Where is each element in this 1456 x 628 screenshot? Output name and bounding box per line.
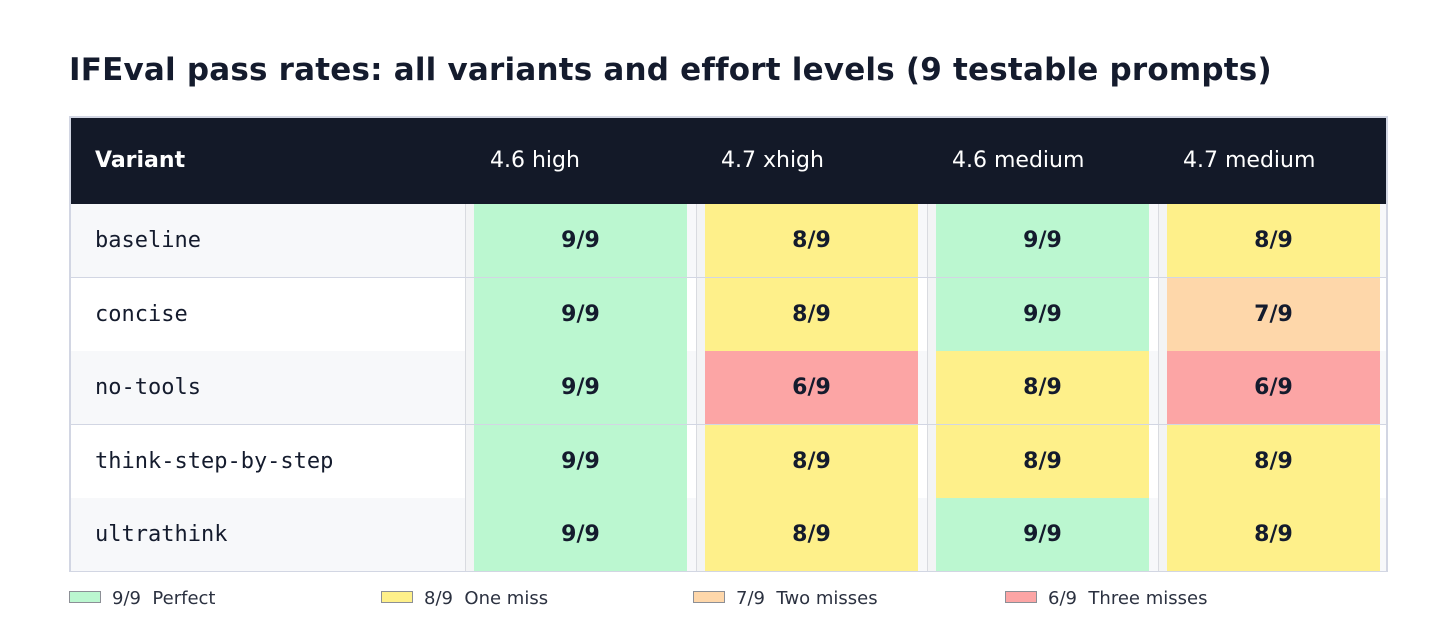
table-row: no-tools 9/9 6/9 8/9 6/9: [71, 351, 1386, 427]
score-cell: 8/9: [936, 424, 1149, 498]
legend-swatch: [693, 591, 725, 603]
header-col-4-6-high: 4.6 high: [490, 148, 580, 173]
score-cell: 8/9: [705, 204, 918, 277]
score-cell: 9/9: [474, 204, 687, 277]
score-cell: 9/9: [936, 498, 1149, 572]
legend-gap: [765, 588, 776, 609]
row-variant-label: baseline: [95, 228, 201, 253]
column-separator: [696, 351, 705, 425]
column-separator: [696, 204, 705, 277]
header-col-4-7-medium: 4.7 medium: [1183, 148, 1316, 173]
column-separator: [1158, 277, 1167, 351]
column-separator: [1158, 204, 1167, 277]
legend-gap: [141, 588, 152, 609]
column-separator: [1158, 424, 1167, 498]
column-separator: [465, 351, 474, 425]
legend-label: 8/9 One miss: [424, 588, 548, 609]
score-cell: 9/9: [474, 424, 687, 498]
column-separator: [1158, 498, 1167, 572]
score-cell: 8/9: [1167, 498, 1380, 572]
score-cell: 9/9: [936, 204, 1149, 277]
legend-text: One miss: [464, 588, 549, 609]
column-separator: [927, 277, 936, 351]
legend-swatch: [69, 591, 101, 603]
column-separator: [927, 498, 936, 572]
column-separator: [1158, 351, 1167, 425]
results-table: Variant 4.6 high 4.7 xhigh 4.6 medium 4.…: [69, 116, 1388, 572]
score-cell: 8/9: [1167, 424, 1380, 498]
legend-text: Perfect: [152, 588, 216, 609]
legend-label: 9/9 Perfect: [112, 588, 215, 609]
column-separator: [696, 277, 705, 351]
chart-title: IFEval pass rates: all variants and effo…: [69, 52, 1272, 88]
score-cell: 6/9: [705, 351, 918, 425]
score-cell: 9/9: [474, 277, 687, 351]
header-col-4-6-medium: 4.6 medium: [952, 148, 1085, 173]
column-separator: [465, 204, 474, 277]
legend-label: 7/9 Two misses: [736, 588, 878, 609]
legend-key: 8/9: [424, 588, 453, 609]
score-cell: 9/9: [936, 277, 1149, 351]
legend-key: 7/9: [736, 588, 765, 609]
row-variant-label: ultrathink: [95, 522, 228, 548]
column-separator: [465, 277, 474, 351]
table-header: Variant 4.6 high 4.7 xhigh 4.6 medium 4.…: [71, 118, 1386, 204]
row-variant-label: concise: [95, 301, 188, 327]
legend-text: Three misses: [1088, 588, 1208, 609]
table-row: ultrathink 9/9 8/9 9/9 8/9: [71, 498, 1386, 572]
table-row: think-step-by-step 9/9 8/9 8/9 8/9: [71, 424, 1386, 500]
header-col-4-7-xhigh: 4.7 xhigh: [721, 148, 824, 173]
score-cell: 7/9: [1167, 277, 1380, 351]
header-variant: Variant: [95, 148, 186, 173]
score-cell: 8/9: [705, 498, 918, 572]
legend-key: 6/9: [1048, 588, 1077, 609]
column-separator: [927, 351, 936, 425]
legend-gap: [453, 588, 464, 609]
column-separator: [696, 498, 705, 572]
column-separator: [927, 204, 936, 277]
legend-gap: [1077, 588, 1088, 609]
score-cell: 9/9: [474, 498, 687, 572]
score-cell: 8/9: [1167, 204, 1380, 277]
column-separator: [696, 424, 705, 498]
legend-text: Two misses: [776, 588, 878, 609]
legend-swatch: [381, 591, 413, 603]
legend-key: 9/9: [112, 588, 141, 609]
score-cell: 8/9: [705, 424, 918, 498]
score-cell: 6/9: [1167, 351, 1380, 425]
score-cell: 8/9: [705, 277, 918, 351]
score-cell: 8/9: [936, 351, 1149, 425]
legend-swatch: [1005, 591, 1037, 603]
table-row: baseline 9/9 8/9 9/9 8/9: [71, 204, 1386, 279]
row-variant-label: no-tools: [95, 375, 201, 401]
legend-label: 6/9 Three misses: [1048, 588, 1207, 609]
table-row: concise 9/9 8/9 9/9 7/9: [71, 277, 1386, 353]
row-variant-label: think-step-by-step: [95, 448, 334, 474]
column-separator: [465, 498, 474, 572]
score-cell: 9/9: [474, 351, 687, 425]
column-separator: [927, 424, 936, 498]
column-separator: [465, 424, 474, 498]
